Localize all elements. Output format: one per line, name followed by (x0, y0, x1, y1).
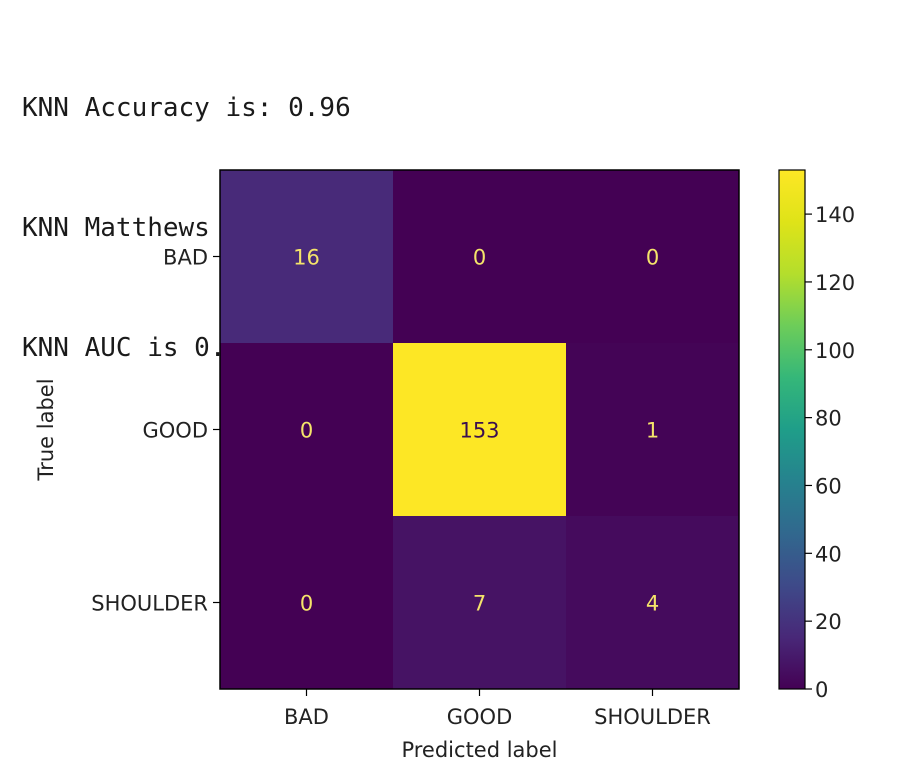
colorbar (778, 169, 806, 690)
heatmap-cell (220, 170, 394, 344)
cell-value-label: 4 (646, 592, 659, 616)
colorbar-tick-label: 120 (815, 271, 855, 295)
cell-value-label: 153 (459, 419, 499, 443)
x-axis-title: Predicted label (401, 738, 557, 762)
heatmap-cell (393, 516, 567, 690)
cell-value-label: 0 (646, 246, 659, 270)
confusion-matrix-figure: 16 0 00 153 10 7 4 BAD GOOD SHOULDER BADGOODSHOU… (34, 169, 855, 762)
x-tick-label: BAD (284, 705, 329, 729)
heatmap-cell (393, 170, 567, 344)
heatmap-cell (566, 170, 740, 344)
cell-value-label: 0 (300, 592, 313, 616)
cell-value-label: 7 (473, 592, 486, 616)
y-tick-label: BAD (163, 246, 208, 270)
cell-value-label: 1 (646, 419, 659, 443)
colorbar-tick-label: 140 (815, 203, 855, 227)
colorbar-tick-label: 80 (815, 407, 842, 431)
x-tick-label: GOOD (447, 705, 513, 729)
cell-value-label: 0 (473, 246, 486, 270)
cell-value-label: 0 (300, 419, 313, 443)
colorbar-ticks: 0 20 40 60 80 100 120 140 (805, 203, 855, 702)
heatmap-cell (220, 343, 394, 517)
accuracy-line: KNN Accuracy is: 0.96 (22, 93, 351, 123)
heatmap-cells: 16 0 00 153 10 7 4 (220, 170, 740, 690)
heatmap-cell (393, 343, 567, 517)
colorbar-tick-label: 40 (815, 542, 842, 566)
y-tick-label: GOOD (142, 419, 208, 443)
y-tick-label: SHOULDER (91, 592, 208, 616)
colorbar-tick-label: 60 (815, 474, 842, 498)
x-tick-label: SHOULDER (594, 705, 711, 729)
heatmap-cell (220, 516, 394, 690)
colorbar-tick-label: 100 (815, 339, 855, 363)
heatmap-cell (566, 516, 740, 690)
y-axis-ticks: BAD GOOD SHOULDER (91, 246, 220, 616)
x-axis-ticks: BAD GOOD SHOULDER (284, 689, 711, 729)
heatmap-cell (566, 343, 740, 517)
y-axis-title: True label (34, 378, 58, 481)
cell-value-label: 16 (293, 246, 320, 270)
colorbar-tick-label: 20 (815, 610, 842, 634)
colorbar-tick-label: 0 (815, 678, 828, 702)
